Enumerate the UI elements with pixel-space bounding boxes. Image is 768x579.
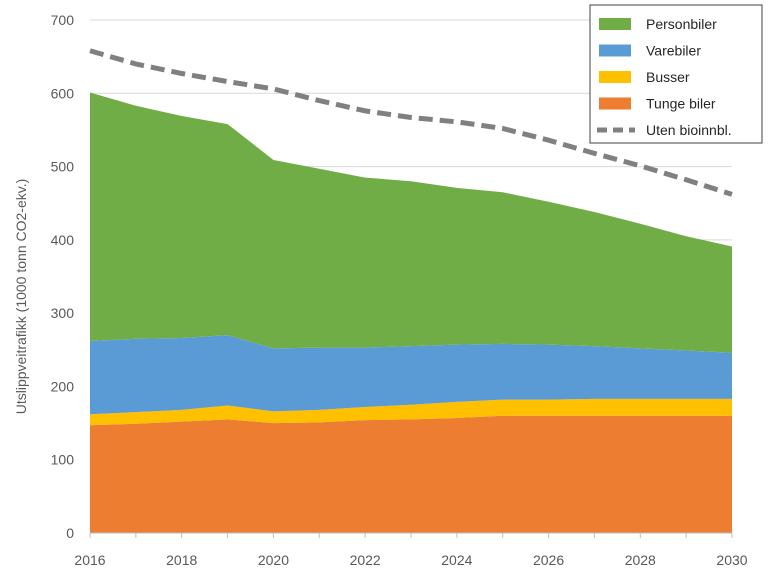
legend: Personbiler Varebiler Busser Tunge biler Ute… (589, 4, 763, 144)
legend-label-varebiler: Varebiler (646, 43, 701, 59)
legend-swatch-personbiler (599, 18, 631, 30)
area-tunge-biler (90, 415, 732, 533)
legend-swatch-busser (599, 71, 631, 83)
y-tick-label: 700 (51, 12, 75, 28)
y-tick-label: 300 (51, 305, 75, 321)
legend-label-tunge-biler: Tunge biler (646, 96, 716, 112)
x-tick-label: 2026 (533, 552, 564, 568)
y-tick-label: 200 (51, 378, 75, 394)
y-tick-label: 100 (51, 452, 75, 468)
axes: 0 100 200 300 400 500 600 700 2016 2018 2020 2022 20… (51, 12, 748, 568)
area-busser (90, 398, 732, 426)
line-uten-bioinnbl (89, 48, 733, 197)
area-personbiler (90, 92, 732, 353)
x-tick-label: 2030 (716, 552, 747, 568)
x-tick-label: 2022 (350, 552, 381, 568)
legend-label-personbiler: Personbiler (646, 16, 717, 32)
area-varebiler (90, 335, 732, 415)
y-tick-label: 500 (51, 159, 75, 175)
x-tick-label: 2020 (258, 552, 289, 568)
x-tick-label: 2016 (74, 552, 105, 568)
y-axis-label: Utslippveitrafikk (1000 tonn CO2-ekv.) (13, 179, 29, 415)
legend-label-busser: Busser (646, 69, 690, 85)
y-tick-label: 400 (51, 232, 75, 248)
line-series (89, 48, 733, 197)
x-tick-label: 2028 (625, 552, 656, 568)
legend-label-uten-bioinnbl: Uten bioinnbl. (646, 122, 732, 138)
y-tick-label: 600 (51, 85, 75, 101)
x-tick-label: 2018 (166, 552, 197, 568)
legend-swatch-tunge-biler (599, 97, 631, 110)
stacked-areas (90, 92, 732, 533)
y-tick-label: 0 (66, 525, 74, 541)
legend-swatch-varebiler (599, 44, 631, 57)
x-tick-label: 2024 (441, 552, 472, 568)
